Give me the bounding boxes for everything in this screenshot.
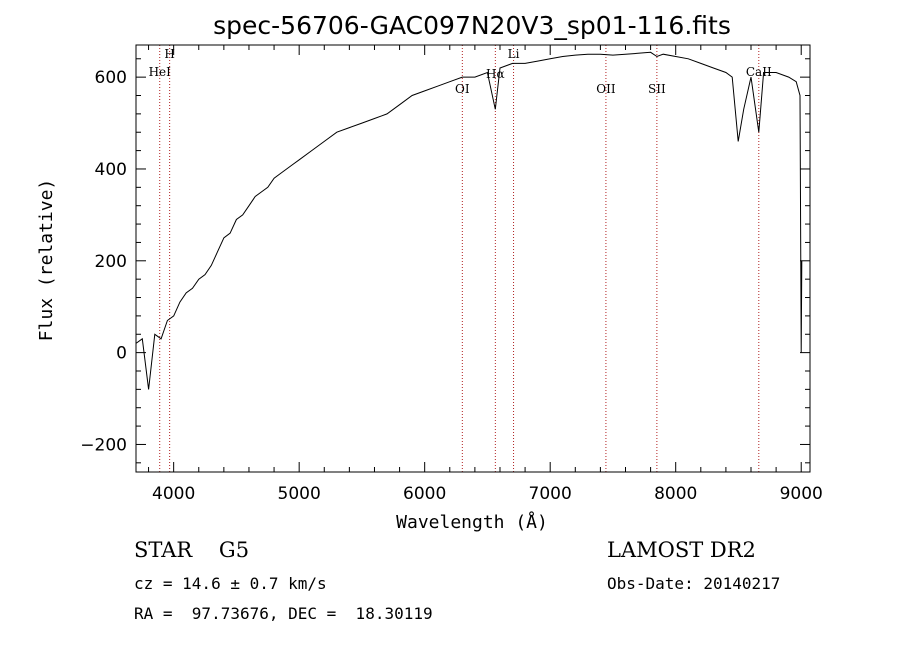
x-tick-label: 8000 xyxy=(654,484,697,504)
spectrum-series xyxy=(135,51,803,390)
observation-date: Obs-Date: 20140217 xyxy=(607,574,781,593)
object-class: STAR G5 xyxy=(134,538,250,562)
coordinates: RA = 97.73676, DEC = 18.30119 xyxy=(134,604,433,623)
x-axis-ticks: 4000 5000 6000 7000 8000 9000 xyxy=(148,45,823,504)
redshift-value: cz = 14.6 ± 0.7 km/s xyxy=(134,574,327,593)
y-axis-ticks: −200 0 200 400 600 xyxy=(80,58,810,464)
y-tick-label: −200 xyxy=(80,435,127,455)
spectral-line-label: H xyxy=(164,47,174,61)
spectral-line-label: HeI xyxy=(149,65,172,79)
spectral-line-label: SII xyxy=(648,82,666,96)
spectral-line-label: OII xyxy=(596,82,616,96)
x-tick-label: 4000 xyxy=(152,484,195,504)
survey-name: LAMOST DR2 xyxy=(607,538,756,562)
x-tick-label: 5000 xyxy=(278,484,321,504)
x-tick-label: 9000 xyxy=(780,484,823,504)
plot-frame xyxy=(135,44,811,473)
y-tick-label: 400 xyxy=(95,160,127,180)
x-tick-label: 7000 xyxy=(529,484,572,504)
y-axis-label: Flux (relative) xyxy=(36,179,57,342)
x-tick-label: 6000 xyxy=(403,484,446,504)
chart-title: spec-56706-GAC097N20V3_sp01-116.fits xyxy=(213,11,731,40)
spectral-line-label: OI xyxy=(455,82,470,96)
x-axis-label: Wavelength (Å) xyxy=(396,511,548,533)
y-tick-label: 0 xyxy=(116,344,127,364)
y-tick-label: 200 xyxy=(95,252,127,272)
spectral-line-label: CaII xyxy=(746,65,772,79)
y-tick-label: 600 xyxy=(95,68,127,88)
spectrum-line xyxy=(135,51,803,390)
spectral-line-label: Li xyxy=(508,47,520,61)
